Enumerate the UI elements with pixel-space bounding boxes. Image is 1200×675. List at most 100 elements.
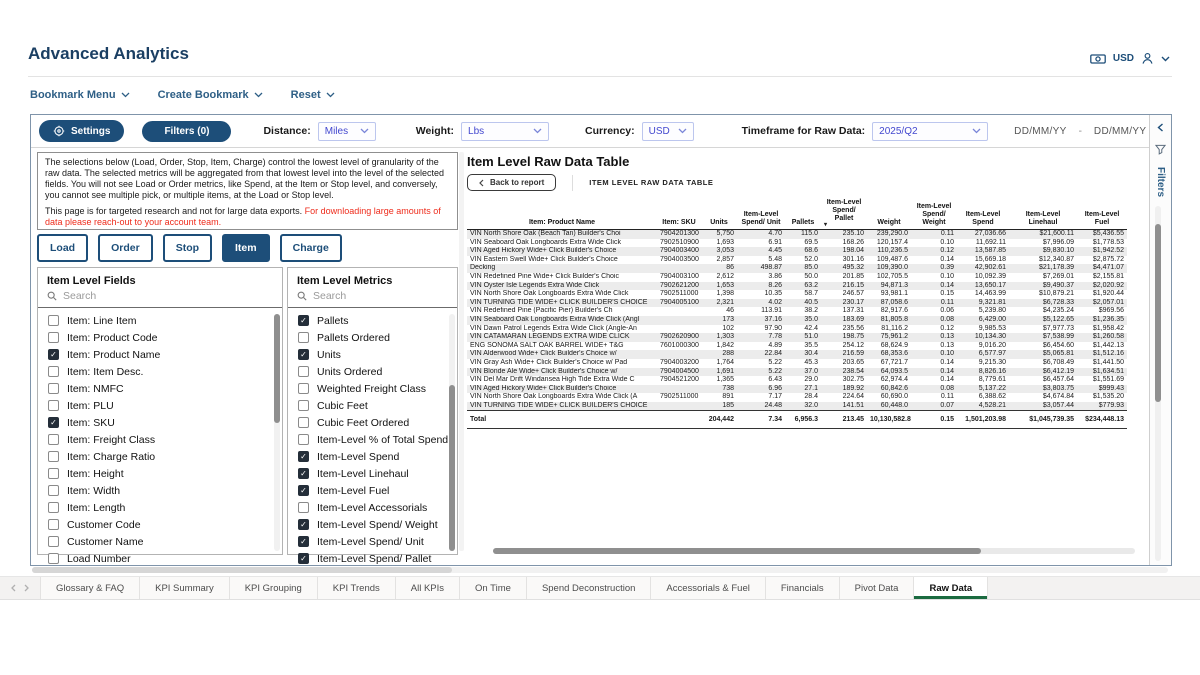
checkbox-unchecked[interactable]	[298, 366, 309, 377]
tab-spend-deconstruction[interactable]: Spend Deconstruction	[526, 577, 652, 599]
checkbox-unchecked[interactable]	[48, 332, 59, 343]
checkbox-checked[interactable]: ✓	[48, 349, 59, 360]
metric-item[interactable]: Weighted Freight Class	[288, 380, 457, 397]
collapse-chevron-icon[interactable]	[1157, 123, 1164, 132]
scrollbar-thumb[interactable]	[449, 385, 455, 551]
checkbox-checked[interactable]: ✓	[298, 468, 309, 479]
chevron-down-icon[interactable]	[1161, 56, 1170, 62]
table-vertical-scrollbar[interactable]	[1155, 206, 1161, 561]
checkbox-unchecked[interactable]	[48, 553, 59, 564]
left-panel-scrollbar[interactable]	[459, 152, 464, 551]
tab-all-kpis[interactable]: All KPIs	[395, 577, 461, 599]
level-button-charge[interactable]: Charge	[279, 234, 342, 262]
metric-item[interactable]: Units Ordered	[288, 363, 457, 380]
column-header[interactable]: Item-Level Fuel	[1077, 198, 1127, 230]
checkbox-unchecked[interactable]	[48, 451, 59, 462]
tab-on-time[interactable]: On Time	[460, 577, 527, 599]
tab-kpi-summary[interactable]: KPI Summary	[140, 577, 230, 599]
tab-glossary-faq[interactable]: Glossary & FAQ	[40, 577, 141, 599]
filters-button[interactable]: Filters (0)	[142, 120, 232, 142]
metric-item[interactable]: Pallets Ordered	[288, 329, 457, 346]
metric-item[interactable]: Item-Level % of Total Spend	[288, 431, 457, 448]
metric-item[interactable]: ✓ Item-Level Spend/ Pallet	[288, 550, 457, 567]
level-button-item[interactable]: Item	[222, 234, 270, 262]
checkbox-checked[interactable]: ✓	[298, 519, 309, 530]
metric-item[interactable]: ✓ Item-Level Spend/ Weight	[288, 516, 457, 533]
field-item[interactable]: Item: Freight Class	[38, 431, 282, 448]
level-button-stop[interactable]: Stop	[162, 234, 213, 262]
field-item[interactable]: Customer Name	[38, 533, 282, 550]
metric-item[interactable]: ✓ Item-Level Spend/ Unit	[288, 533, 457, 550]
menu-reset[interactable]: Reset	[291, 89, 335, 101]
tab-accessorials-fuel[interactable]: Accessorials & Fuel	[651, 577, 766, 599]
metric-item[interactable]: ✓ Item-Level Fuel	[288, 482, 457, 499]
checkbox-unchecked[interactable]	[298, 434, 309, 445]
weight-select[interactable]: Lbs	[461, 121, 550, 141]
checkbox-unchecked[interactable]	[48, 519, 59, 530]
checkbox-checked[interactable]: ✓	[298, 315, 309, 326]
checkbox-unchecked[interactable]	[48, 383, 59, 394]
checkbox-checked[interactable]: ✓	[298, 553, 309, 564]
tab-scroll-right-icon[interactable]	[24, 584, 30, 592]
date-to-input[interactable]: DD/MM/YY	[1093, 125, 1147, 137]
report-tab-label[interactable]: ITEM LEVEL RAW DATA TABLE	[572, 174, 713, 191]
field-item[interactable]: Item: Line Item	[38, 312, 282, 329]
checkbox-unchecked[interactable]	[48, 502, 59, 513]
checkbox-unchecked[interactable]	[298, 383, 309, 394]
checkbox-checked[interactable]: ✓	[298, 485, 309, 496]
level-button-load[interactable]: Load	[37, 234, 89, 262]
tab-raw-data[interactable]: Raw Data	[914, 577, 989, 599]
metrics-scrollbar[interactable]	[449, 314, 455, 551]
column-header[interactable]: Item-Level Spend/ Pallet ▾	[821, 198, 867, 230]
checkbox-unchecked[interactable]	[298, 502, 309, 513]
field-item[interactable]: Item: Height	[38, 465, 282, 482]
checkbox-unchecked[interactable]	[48, 485, 59, 496]
menu-bookmark-menu[interactable]: Bookmark Menu	[30, 89, 130, 101]
checkbox-unchecked[interactable]	[48, 434, 59, 445]
column-header[interactable]: Pallets	[785, 198, 821, 230]
distance-select[interactable]: Miles	[317, 121, 376, 141]
checkbox-unchecked[interactable]	[298, 417, 309, 428]
settings-button[interactable]: Settings	[39, 120, 125, 142]
checkbox-checked[interactable]: ✓	[298, 451, 309, 462]
user-icon[interactable]	[1141, 52, 1154, 65]
column-header[interactable]: Weight	[867, 198, 911, 230]
tab-financials[interactable]: Financials	[765, 577, 840, 599]
checkbox-checked[interactable]: ✓	[48, 417, 59, 428]
date-from-input[interactable]: DD/MM/YY	[1014, 125, 1067, 137]
field-item[interactable]: Item: PLU	[38, 397, 282, 414]
metrics-search-input[interactable]: Search	[288, 288, 457, 308]
field-item[interactable]: Item: Item Desc.	[38, 363, 282, 380]
metric-item[interactable]: ✓ Item-Level Linehaul	[288, 465, 457, 482]
metric-item[interactable]: Cubic Feet	[288, 397, 457, 414]
field-item[interactable]: Customer Code	[38, 516, 282, 533]
checkbox-unchecked[interactable]	[48, 536, 59, 547]
tab-scroll-left-icon[interactable]	[10, 584, 16, 592]
timeframe-select[interactable]: 2025/Q2	[872, 121, 989, 141]
table-horizontal-scrollbar[interactable]	[493, 548, 1135, 554]
column-header[interactable]: Item-Level Linehaul	[1009, 198, 1077, 230]
fields-scrollbar[interactable]	[274, 314, 280, 551]
checkbox-unchecked[interactable]	[48, 400, 59, 411]
checkbox-checked[interactable]: ✓	[298, 536, 309, 547]
column-header[interactable]: Item-Level Spend/ Unit	[737, 198, 785, 230]
column-header[interactable]: Item-Level Spend	[957, 198, 1009, 230]
checkbox-checked[interactable]: ✓	[298, 349, 309, 360]
tab-kpi-grouping[interactable]: KPI Grouping	[229, 577, 318, 599]
column-header[interactable]: Units	[701, 198, 737, 230]
field-item[interactable]: Item: Charge Ratio	[38, 448, 282, 465]
checkbox-unchecked[interactable]	[298, 400, 309, 411]
scrollbar-thumb[interactable]	[274, 314, 280, 424]
metric-item[interactable]: ✓ Item-Level Spend	[288, 448, 457, 465]
scrollbar-thumb[interactable]	[493, 548, 981, 554]
metric-item[interactable]: ✓ Units	[288, 346, 457, 363]
page-horizontal-scrollbar[interactable]	[32, 567, 1168, 573]
checkbox-unchecked[interactable]	[298, 332, 309, 343]
field-item[interactable]: Item: Width	[38, 482, 282, 499]
metric-item[interactable]: Cubic Feet Ordered	[288, 414, 457, 431]
menu-create-bookmark[interactable]: Create Bookmark	[158, 89, 263, 101]
currency-code[interactable]: USD	[1112, 53, 1134, 64]
checkbox-unchecked[interactable]	[48, 366, 59, 377]
metric-item[interactable]: ✓ Pallets	[288, 312, 457, 329]
back-to-report-button[interactable]: Back to report	[467, 174, 557, 191]
